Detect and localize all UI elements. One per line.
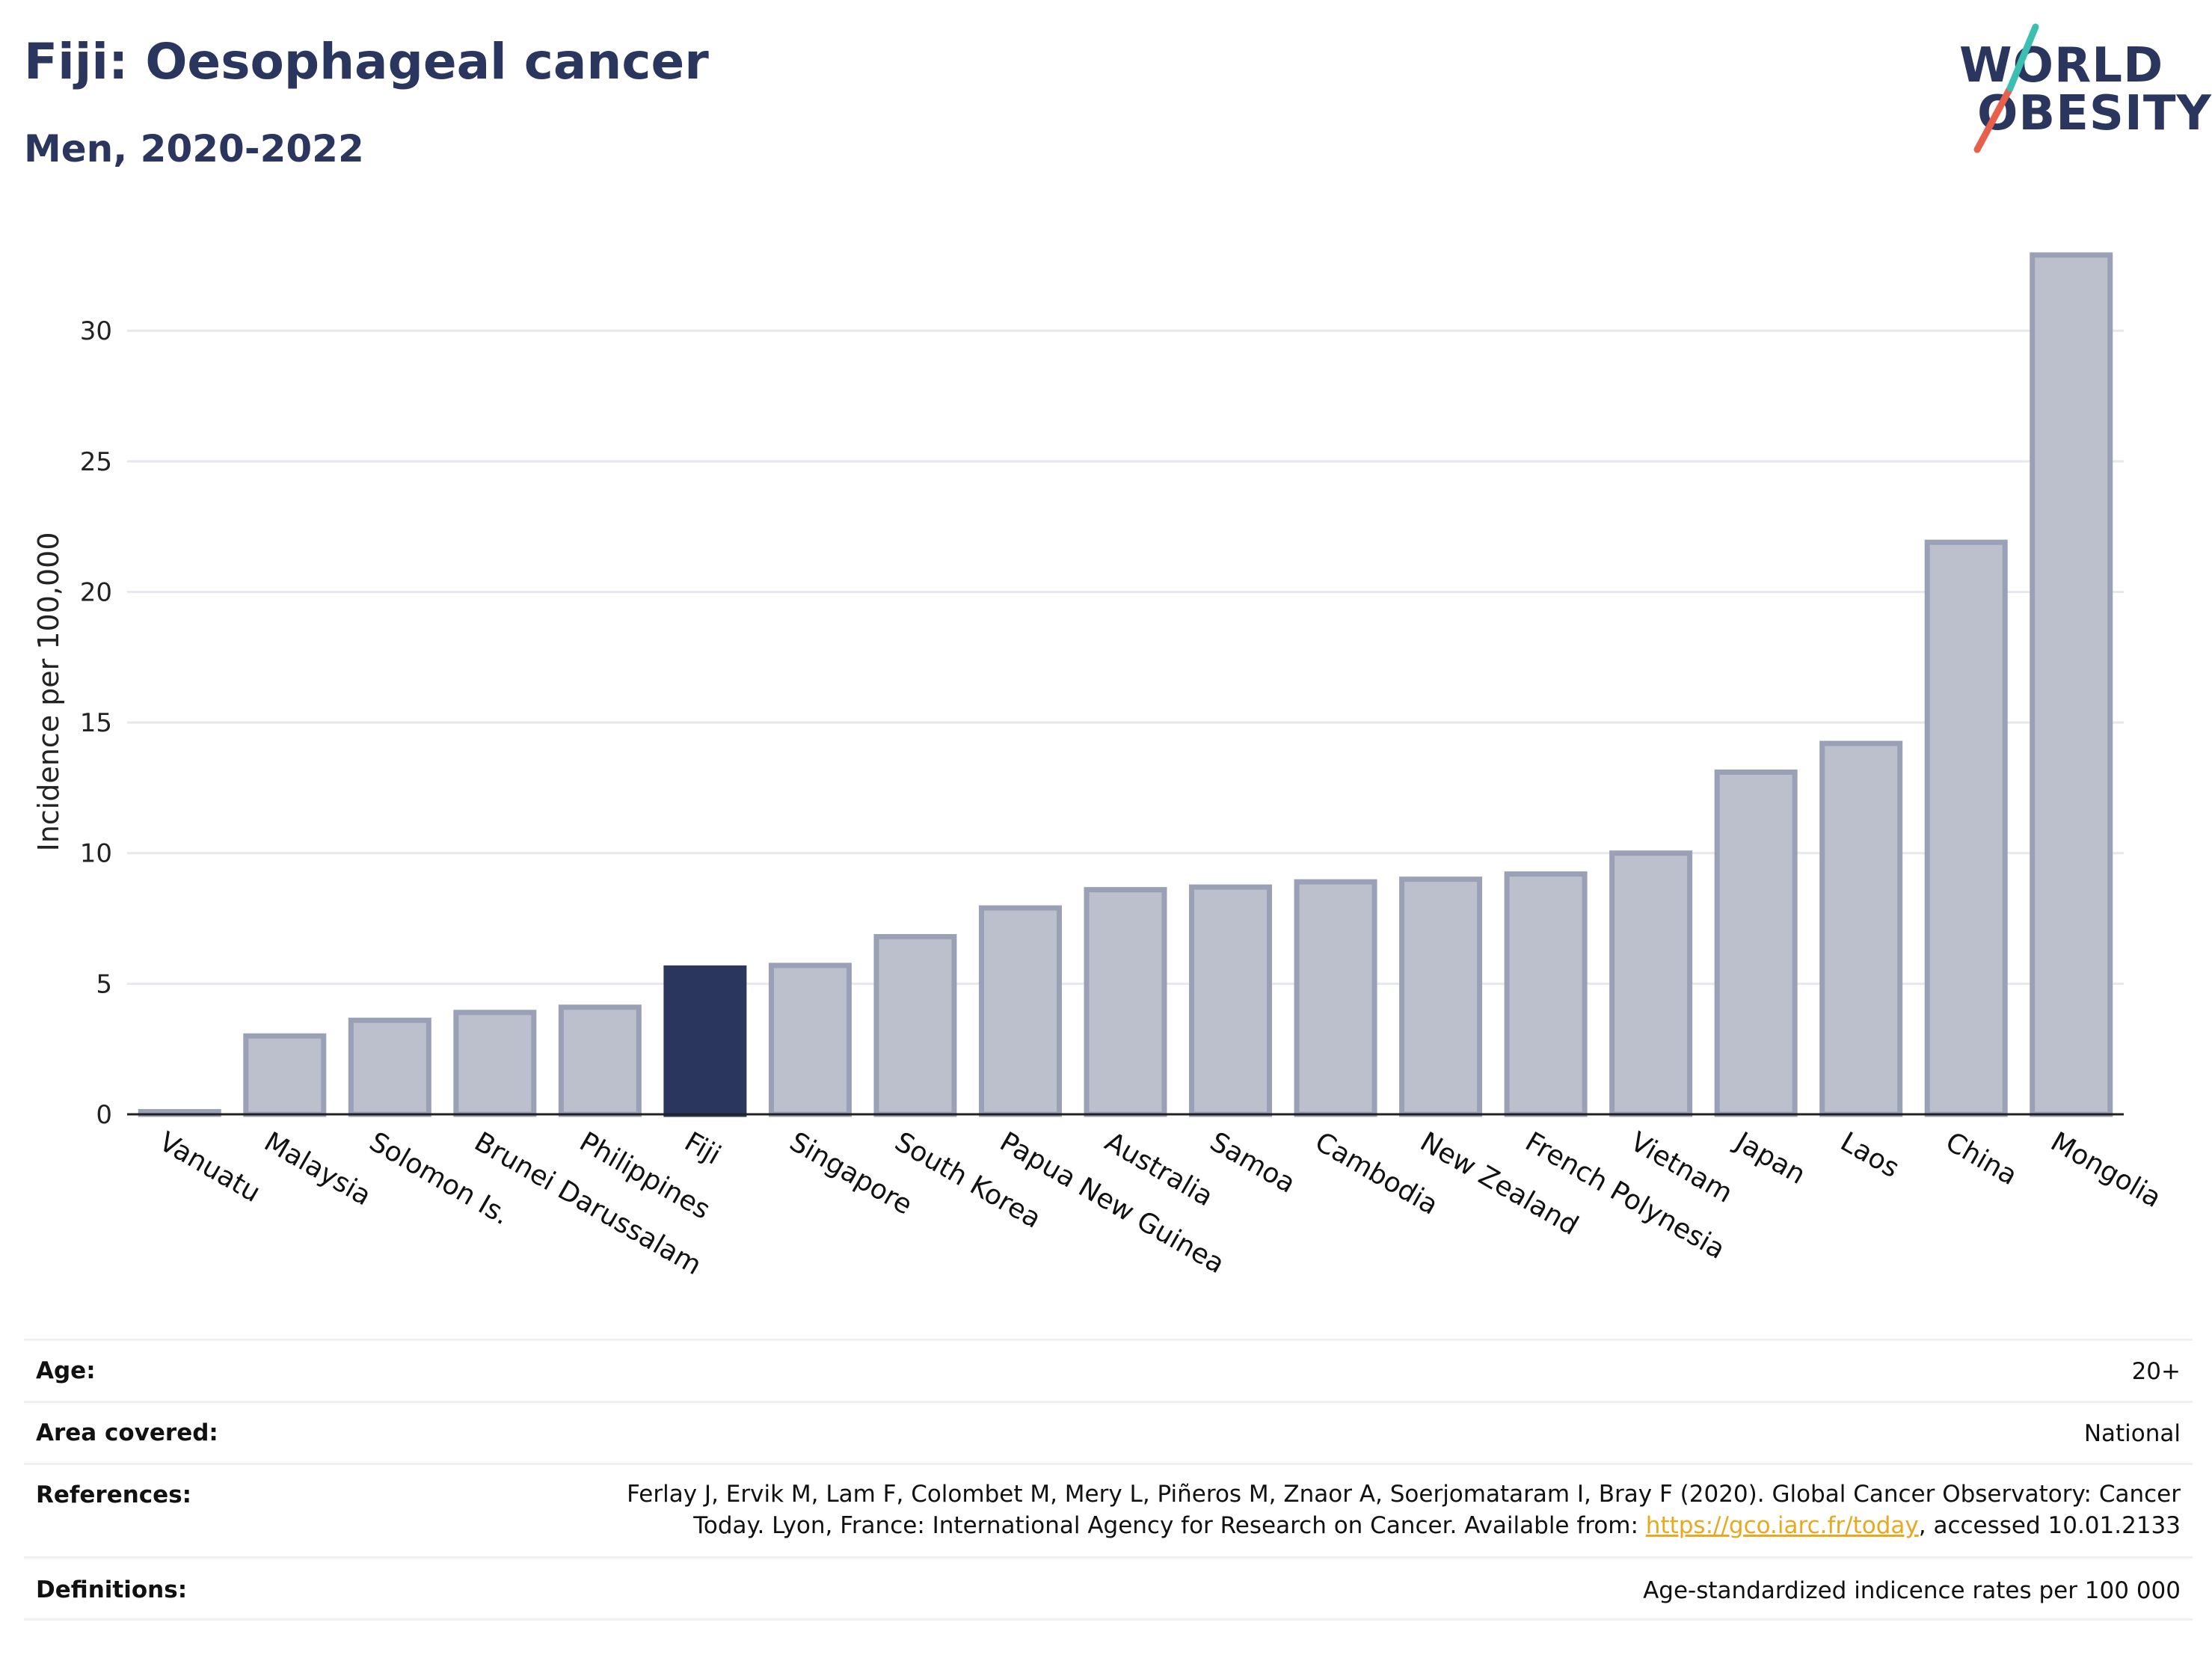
- world-obesity-logo: WORLD OBESITY: [1944, 21, 2211, 163]
- age-label: Age:: [36, 1357, 96, 1384]
- x-tick-label: Laos: [1835, 1126, 1904, 1184]
- references-link[interactable]: https://gco.iarc.fr/today: [1645, 1512, 1919, 1539]
- references-label: References:: [36, 1481, 192, 1508]
- y-tick-label: 20: [80, 577, 112, 607]
- area-value: National: [2083, 1420, 2181, 1447]
- logo-text-world: WORLD: [1959, 38, 2164, 93]
- bar: [1084, 887, 1167, 1117]
- references-line-2-text: Today. Lyon, France: International Agenc…: [693, 1512, 1646, 1539]
- bar: [453, 1010, 537, 1117]
- bar: [1399, 876, 1483, 1117]
- y-tick-label: 15: [80, 708, 112, 738]
- references-value: Ferlay J, Ervik M, Lam F, Colombet M, Me…: [627, 1479, 2181, 1541]
- x-tick-label: Japan: [1729, 1126, 1810, 1191]
- references-accessed: , accessed 10.01.2133: [1918, 1512, 2181, 1539]
- bar: [1609, 850, 1693, 1117]
- bar: [1189, 884, 1273, 1117]
- chart-title: Fiji: Oesophageal cancer: [24, 33, 709, 90]
- bar: [1819, 740, 1903, 1117]
- y-tick-label: 30: [80, 316, 112, 346]
- info-row-age: Age: 20+: [24, 1341, 2193, 1403]
- definitions-label: Definitions:: [36, 1576, 188, 1603]
- y-tick-label: 25: [80, 447, 112, 477]
- references-line-2: Today. Lyon, France: International Agenc…: [627, 1510, 2181, 1541]
- logo-slash-icon: [1973, 23, 2039, 153]
- logo-text-obesity: OBESITY: [1977, 86, 2212, 141]
- bar-chart: 0 5 10 15 20 25 30 Incidence per 100,000 Vanuatu…: [32, 252, 2166, 1281]
- info-row-definitions: Definitions: Age-standardized indicence …: [24, 1559, 2193, 1621]
- x-tick-label: Mongolia: [2045, 1126, 2166, 1214]
- info-table: Age: 20+ Area covered: National Referenc…: [24, 1339, 2193, 1625]
- bar: [978, 905, 1062, 1117]
- bar: [768, 962, 852, 1117]
- chart-subtitle: Men, 2020-2022: [24, 127, 364, 171]
- bar: [558, 1004, 642, 1117]
- bar: [1924, 539, 2008, 1117]
- age-value: 20+: [2131, 1358, 2181, 1385]
- info-row-area: Area covered: National: [24, 1403, 2193, 1465]
- y-tick-label: 0: [96, 1100, 112, 1130]
- bar: [243, 1033, 327, 1117]
- x-tick-label: China: [1941, 1126, 2023, 1191]
- info-row-references: References: Ferlay J, Ervik M, Lam F, Co…: [24, 1465, 2193, 1559]
- bar: [1294, 879, 1377, 1117]
- bar: [1714, 769, 1798, 1117]
- y-axis-label: Incidence per 100,000: [32, 532, 65, 851]
- area-label: Area covered:: [36, 1419, 218, 1446]
- x-tick-label: Malaysia: [259, 1126, 376, 1212]
- bar: [2030, 252, 2113, 1117]
- y-tick-label: 10: [80, 839, 112, 869]
- x-tick-label: Samoa: [1205, 1126, 1300, 1200]
- definitions-value: Age-standardized indicence rates per 100…: [1643, 1577, 2181, 1604]
- bar: [348, 1017, 431, 1117]
- bar: [1504, 871, 1588, 1117]
- y-tick-label: 5: [96, 969, 112, 999]
- bar-highlight: [663, 965, 747, 1117]
- bar: [873, 934, 957, 1117]
- x-tick-label: Vanuatu: [154, 1126, 265, 1209]
- x-tick-label: Fiji: [679, 1126, 725, 1171]
- references-line-1: Ferlay J, Ervik M, Lam F, Colombet M, Me…: [627, 1481, 2181, 1508]
